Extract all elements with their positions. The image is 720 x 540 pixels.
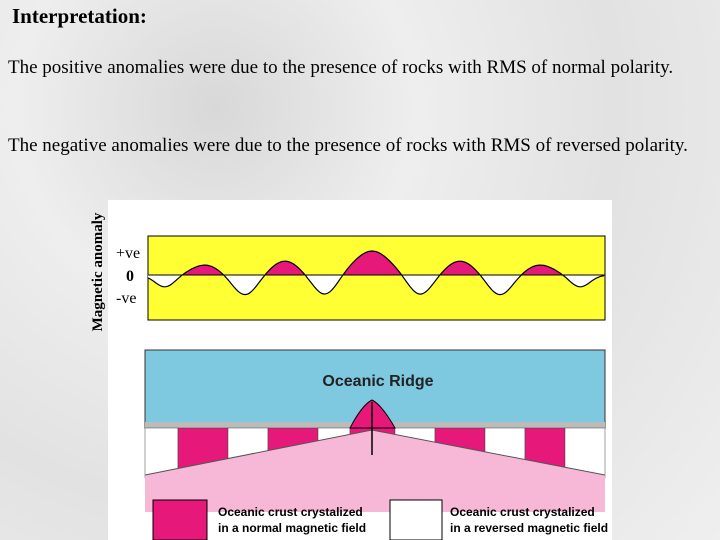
paragraph: The positive anomalies were due to the p… bbox=[8, 57, 674, 78]
legend-text: Oceanic crust crystalized bbox=[450, 505, 595, 519]
title: Interpretation: bbox=[12, 4, 147, 28]
axis-mark: 0 bbox=[126, 268, 134, 285]
legend-text: Oceanic crust crystalized bbox=[218, 505, 363, 519]
anomaly-panel bbox=[147, 235, 606, 321]
axis-mark: -ve bbox=[116, 290, 136, 307]
anomaly-curve bbox=[147, 250, 605, 296]
legend-swatch bbox=[152, 499, 208, 540]
axis-mark: +ve bbox=[116, 245, 140, 262]
paragraph: The negative anomalies were due to the p… bbox=[8, 135, 688, 156]
ridge-label: Oceanic Ridge bbox=[322, 373, 433, 390]
legend-text: in a normal magnetic field bbox=[218, 521, 366, 535]
legend-text: in a reversed magnetic field bbox=[450, 521, 608, 535]
axis-label: Magnetic anomaly bbox=[90, 212, 106, 331]
legend-swatch bbox=[389, 499, 443, 540]
positive-anomaly bbox=[148, 251, 605, 275]
negative-anomaly bbox=[148, 275, 605, 295]
mantle bbox=[145, 430, 605, 512]
